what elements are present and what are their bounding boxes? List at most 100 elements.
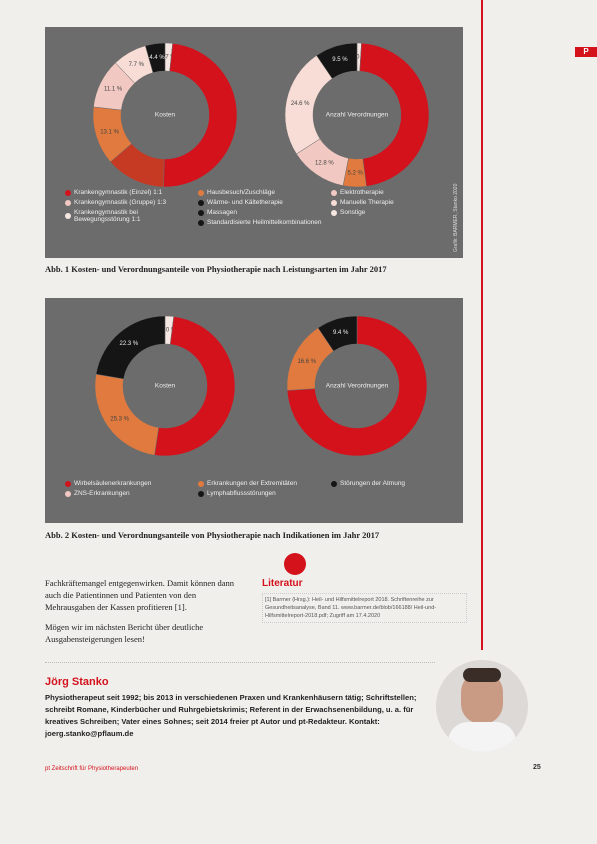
legend-swatch [331,199,337,206]
legend: Krankengymnastik (Einzel) 1:1 Krankengymn… [65,189,456,226]
legend-label: Lymphabflussstörungen [207,490,276,497]
icon [284,553,306,575]
donut-segment [317,315,358,352]
donut-segment [94,373,159,456]
value-label: 16.6 % [297,359,316,365]
author-photo [436,660,528,752]
legend-item: Massagen [198,209,323,216]
legend-item: Manuelle Therapie [331,199,456,206]
center-label: Anzahl Verordnungen [326,383,389,390]
body-text: Fachkräftemangel entgegenwirken. Damit k… [45,577,245,653]
legend-label: Erkrankungen der Extremitäten [207,480,297,487]
rule [481,0,483,650]
value-label: 12.8 % [315,161,334,167]
legend-swatch [198,189,204,196]
donut-segment [359,42,430,187]
figure: 2.0 % 25.3 % 22.3 % Kosten 16.6 % 9.4 % Anzahl… [45,298,463,523]
legend-swatch [198,480,204,487]
legend-label: Standardisierte Heilmittelkombinationen [207,219,322,226]
legend-label: Wärme- und Kältetherapie [207,199,283,206]
value-label: 22.3 % [120,341,139,347]
author-name: Jörg Stanko [45,676,109,688]
caption: Abb. 2 Kosten- und Verordnungsanteile vo… [45,530,380,540]
legend-column: Elektrotherapie Manuelle Therapie Sonstige [331,189,456,226]
literature-title: Literatur [262,578,303,589]
value-label: 5.2 % [348,171,364,177]
center-label: Anzahl Verordnungen [326,112,389,119]
legend-swatch [65,189,71,196]
center-label: Kosten [155,383,176,390]
caption: Abb. 1 Kosten- und Verordnungsanteile vo… [45,264,387,274]
legend-label: Sonstige [340,209,366,216]
legend-label: Massagen [207,209,237,216]
legend-swatch [198,490,204,497]
legend-swatch [198,209,204,216]
side-tab: P [575,47,597,57]
legend-item: ZNS-Erkrankungen [65,490,190,497]
page-number: 25 [533,764,541,771]
legend-item: Sonstige [331,209,456,216]
legend-item: Wärme- und Kältetherapie [198,199,323,206]
legend-swatch [331,209,337,216]
donut-segment [316,42,358,79]
legend-swatch [65,213,71,219]
value-label: 24.6 % [291,101,310,107]
legend-label: Wirbelsäulenerkrankungen [74,480,152,487]
legend-item: Erkrankungen der Extremitäten [198,480,323,487]
footer-journal: pt Zeitschrift für Physiotherapeuten [45,766,139,772]
legend-swatch [331,480,337,487]
legend-swatch [198,199,204,206]
donut-segment [145,42,166,73]
legend-item: Standardisierte Heilmittelkombinationen [198,219,323,226]
author: Jörg Stanko Physiotherapeut seit 1992; b… [45,676,430,740]
donut-segment [163,43,238,188]
paragraph: Fachkräftemangel entgegenwirken. Damit k… [45,578,235,612]
legend-swatch [331,189,337,196]
paragraph: Mögen wir im nächsten Bericht über deutl… [45,622,204,644]
value-label: 9.4 % [333,330,349,336]
legend-label: Manuelle Therapie [340,199,394,206]
center-label: Kosten [155,112,176,119]
legend-label: Elektrotherapie [340,189,384,196]
legend-item: Krankengymnastik bei Bewegungsstörung 1:… [65,209,190,223]
donut-segment [154,316,236,457]
legend-item: Störungen der Atmung [331,480,456,487]
value-label: 25.3 % [110,416,129,422]
legend-column: Hausbesuch/Zuschläge Wärme- und Kältether… [198,189,323,226]
literature: Literatur [1] Barmer (Hrsg.): Heil- und … [262,578,467,623]
value-label: 9.5 % [332,57,348,63]
legend-swatch [65,490,71,497]
donut-segment [286,315,428,457]
legend-column: Krankengymnastik (Einzel) 1:1 Krankengymn… [65,189,190,226]
legend-label: Krankengymnastik (Einzel) 1:1 [74,189,163,196]
legend-item: Krankengymnastik (Gruppe) 1:3 [65,199,190,206]
legend-item: Hausbesuch/Zuschläge [198,189,323,196]
value-label: 2.0 % [161,328,177,334]
value-label: 11.1 % [104,87,123,93]
legend-label: Störungen der Atmung [340,480,406,487]
legend-item: Lymphabflussstörungen [198,490,323,497]
legend-swatch [198,219,204,226]
legend-swatch [65,480,71,487]
donut-segment [95,315,166,380]
value-label: 1.7 % [160,55,176,61]
legend-item: Elektrotherapie [331,189,456,196]
value-label: 13.1 % [100,130,119,136]
figure-graphics: 2.0 % 25.3 % 22.3 % Kosten 16.6 % 9.4 % Anzahl… [94,315,428,457]
legend-swatch [65,199,71,206]
value-label: 4.4 % [149,55,165,61]
legend-label: Krankengymnastik bei Bewegungsstörung 1:… [74,209,141,223]
legend-label: Hausbesuch/Zuschläge [207,189,275,196]
legend: Wirbelsäulenerkrankungen ZNS-Erkrankungen… [65,480,456,497]
value-label: 1.0 % [351,55,367,61]
author-bio: Physiotherapeut seit 1992; bis 2013 in v… [45,693,417,738]
legend-label: Krankengymnastik (Gruppe) 1:3 [74,199,167,206]
value-label: 7.7 % [129,62,145,68]
figure: 1.7 % 13.1 % 11.1 % 7.7 % 4.4 % Kosten 1.0 % 5.… [45,27,463,258]
literature-text: [1] Barmer (Hrsg.): Heil- und Hilfsmitte… [262,593,467,623]
source: Grafik: BARMER, Stanko 2020 [453,183,459,252]
legend-item: Krankengymnastik (Einzel) 1:1 [65,189,190,196]
legend-column: Störungen der Atmung [331,480,456,497]
figure-graphics: 1.7 % 13.1 % 11.1 % 7.7 % 4.4 % Kosten 1.0 % 5.… [92,42,459,252]
